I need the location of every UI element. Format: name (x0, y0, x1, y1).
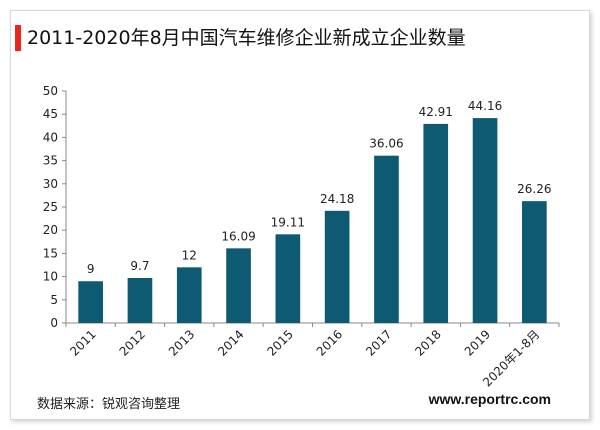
bar (472, 118, 498, 324)
bar (423, 123, 449, 323)
x-tick-label: 2011 (67, 327, 98, 358)
data-label: 19.11 (271, 215, 305, 229)
x-tick-label: 2014 (215, 327, 246, 358)
chart-frame: 2011-2020年8月中国汽车维修企业新成立企业数量 0 5 10 15 20 25 30… (10, 10, 590, 420)
y-tick-label: 20 (43, 223, 58, 237)
bar (127, 277, 153, 323)
data-label: 24.18 (320, 192, 354, 206)
data-source-note: 数据来源：锐观咨询整理 (37, 397, 181, 412)
x-tick-label: 2012 (117, 327, 148, 358)
data-label: 36.06 (369, 137, 403, 151)
y-tick-label: 30 (43, 177, 58, 191)
chart-title: 2011-2020年8月中国汽车维修企业新成立企业数量 (27, 27, 466, 49)
data-label: 16.09 (221, 229, 255, 243)
bar (374, 155, 399, 323)
x-tick-label: 2018 (412, 327, 443, 358)
bar (275, 234, 301, 323)
x-tick-label: 2016 (314, 327, 345, 358)
y-tick-label: 15 (43, 246, 58, 260)
y-tick-label: 45 (43, 107, 58, 121)
bar (226, 248, 251, 323)
data-label: 9 (87, 262, 95, 276)
x-tick-label: 2015 (264, 327, 295, 358)
data-label: 26.26 (517, 182, 551, 196)
y-tick-label: 50 (43, 84, 58, 98)
y-tick-label: 25 (43, 200, 58, 214)
data-label: 44.16 (468, 99, 502, 113)
data-label: 9.7 (130, 259, 149, 273)
website-url: www.reportrc.com (428, 391, 551, 407)
bar (522, 201, 547, 323)
title-accent-bar (15, 25, 21, 51)
x-tick-label: 2019 (462, 327, 493, 358)
bar-chart: 0 5 10 15 20 25 30 35 40 45 50 9 2011 9.7 2012 12 2013 16… (43, 84, 560, 390)
data-label: 42.91 (419, 105, 453, 119)
y-tick-label: 5 (50, 293, 58, 307)
y-tick-label: 35 (43, 154, 58, 168)
x-tick-label: 2017 (363, 327, 394, 358)
y-tick-label: 0 (50, 316, 58, 330)
bar (324, 210, 350, 323)
data-label: 12 (182, 248, 197, 262)
y-tick-label: 40 (43, 130, 58, 144)
bar (176, 267, 202, 323)
x-tick-label: 2013 (166, 327, 197, 358)
y-tick-label: 10 (43, 270, 58, 284)
bar (78, 281, 103, 323)
